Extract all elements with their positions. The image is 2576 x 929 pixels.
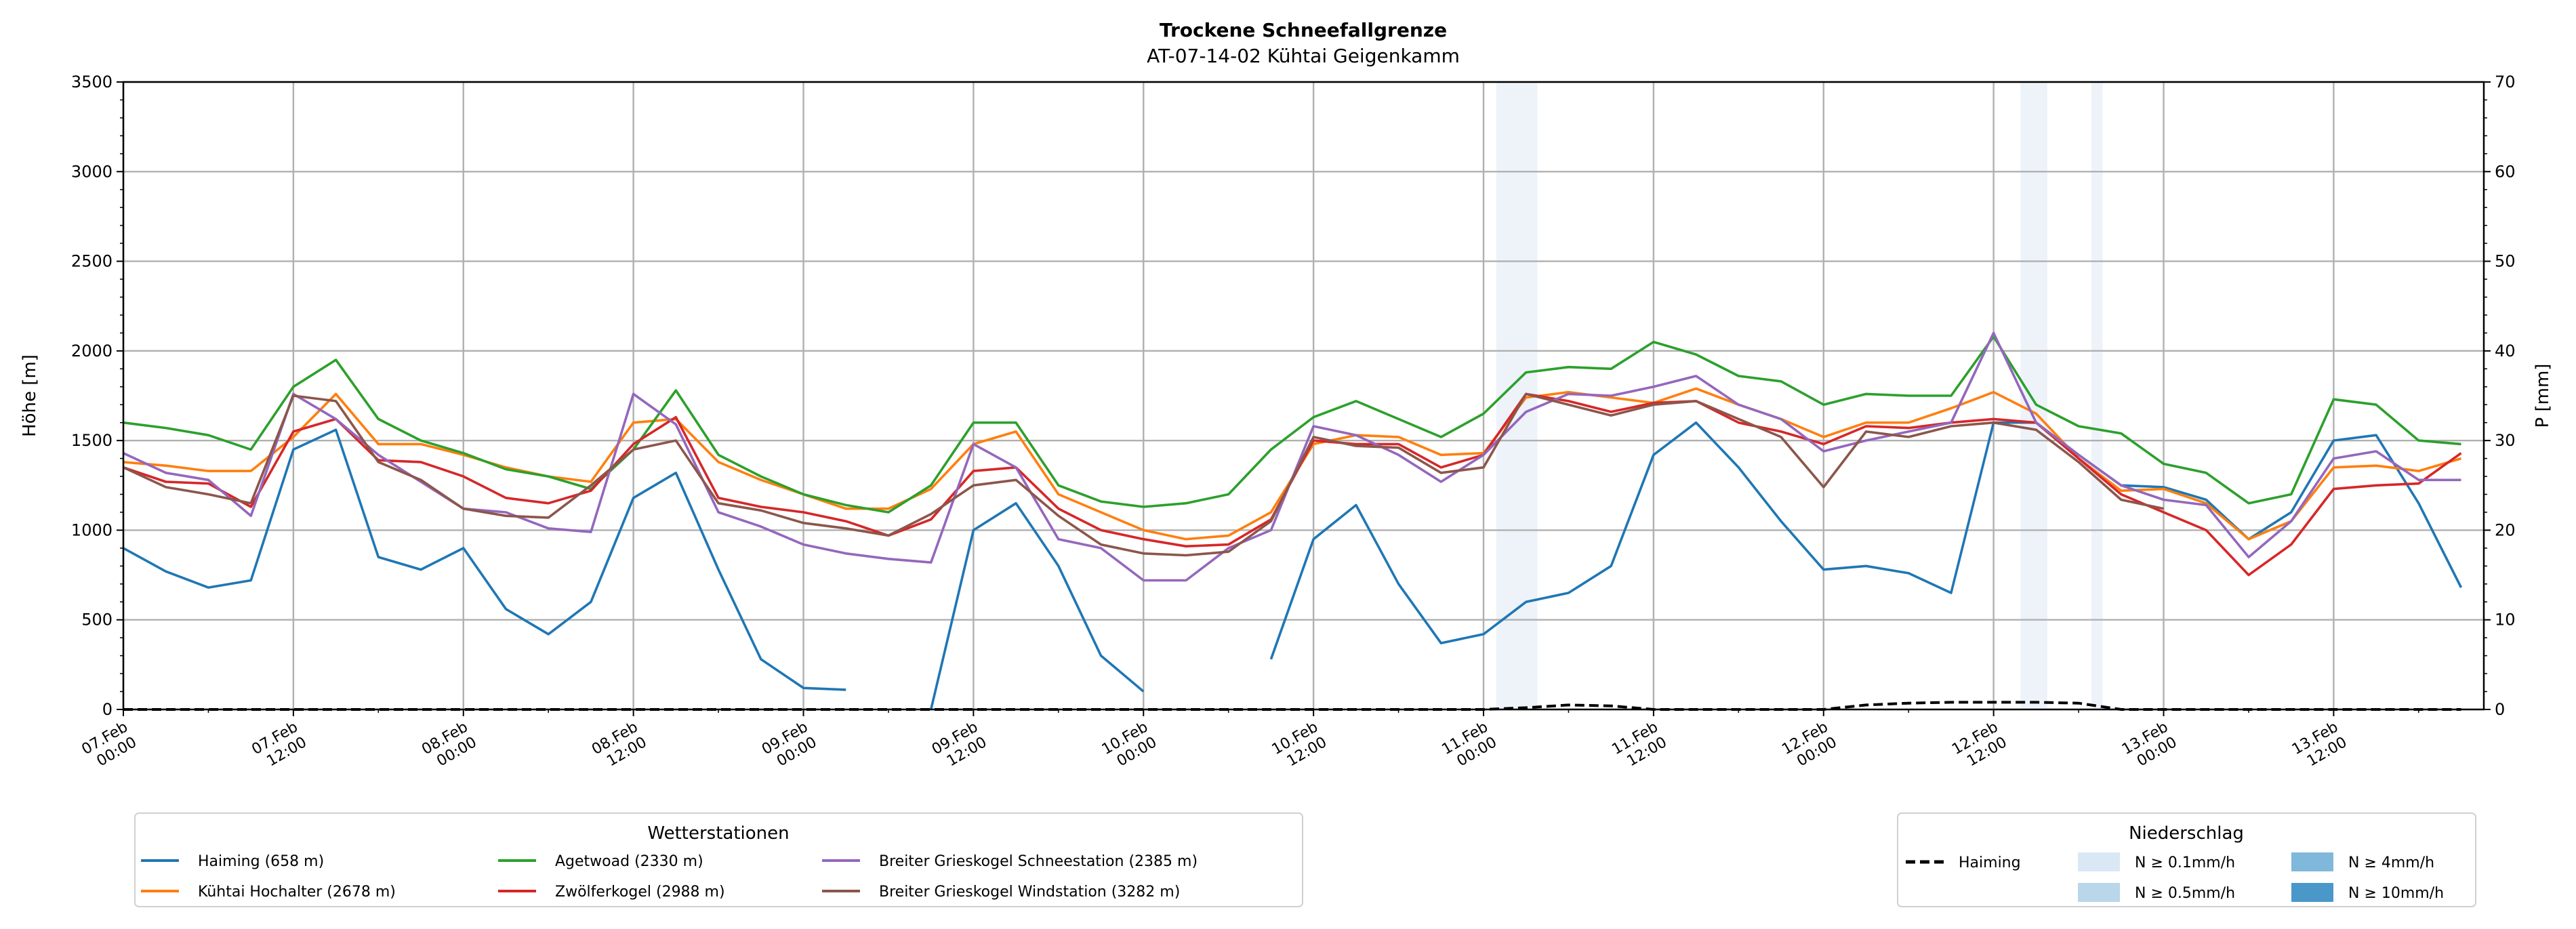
legend-precip: Niederschlag Haiming N ≥ 0.1mm/h N ≥ 0.5m… <box>1897 812 2476 907</box>
y2-tick-label: 10 <box>2495 611 2516 629</box>
series-line-0 <box>123 421 2463 710</box>
x-tick-label: 10.Feb12:00 <box>1269 719 1330 774</box>
y2-axis-label: P [mm] <box>2533 364 2553 428</box>
series-line-3 <box>123 392 2462 577</box>
y-tick-label: 500 <box>81 611 113 629</box>
x-tick-label: 13.Feb00:00 <box>2119 719 2180 774</box>
legend-precip-label-2: N ≥ 4mm/h <box>2348 854 2434 871</box>
x-tick-label: 10.Feb00:00 <box>1099 719 1160 774</box>
legend-precip-label-3: N ≥ 10mm/h <box>2348 885 2444 902</box>
y2-tick-label: 40 <box>2495 342 2516 360</box>
x-tick-label: 11.Feb12:00 <box>1609 719 1670 774</box>
y-axis-label: Höhe [m] <box>20 354 40 437</box>
legend-stations: Wetterstationen Haiming (658 m) Kühtai Ho… <box>134 812 1303 907</box>
legend-precip-line-label: Haiming <box>1959 854 2021 871</box>
x-tick-label: 11.Feb00:00 <box>1439 719 1500 774</box>
y-tick-label: 1000 <box>71 520 113 539</box>
y2-tick-label: 20 <box>2495 520 2516 539</box>
precip-band <box>2020 82 2048 709</box>
legend-label-3: Zwölferkogel (2988 m) <box>555 884 725 901</box>
plot-frame <box>122 81 2485 711</box>
legend-precip-swatch-3 <box>2291 883 2333 902</box>
precip-band <box>2091 82 2103 709</box>
legend-precip-swatch-2 <box>2291 852 2333 871</box>
legend-label-0: Haiming (658 m) <box>198 853 324 870</box>
chart-subtitle: AT-07-14-02 Kühtai Geigenkamm <box>1147 45 1460 67</box>
precip-line-haiming <box>123 701 2461 711</box>
y2-tick-label: 50 <box>2495 252 2516 271</box>
y-tick-label: 3500 <box>71 73 113 91</box>
legend-precip-swatch-0 <box>2078 852 2120 871</box>
y2-tick-label: 60 <box>2495 162 2516 181</box>
y-tick-label: 1500 <box>71 431 113 450</box>
x-tick-label: 08.Feb12:00 <box>589 719 650 774</box>
series-line-1 <box>123 387 2462 541</box>
x-tick-label: 12.Feb12:00 <box>1949 719 2010 774</box>
x-tick-label: 07.Feb12:00 <box>249 719 310 774</box>
series-line-2 <box>123 335 2461 514</box>
legend-label-5: Breiter Grieskogel Windstation (3282 m) <box>879 884 1180 901</box>
legend-label-1: Kühtai Hochalter (2678 m) <box>198 884 396 901</box>
legend-precip-label-0: N ≥ 0.1mm/h <box>2135 854 2235 871</box>
x-tick-label: 13.Feb12:00 <box>2289 719 2350 774</box>
x-tick-label: 07.Feb00:00 <box>79 719 140 774</box>
legend-precip-swatch-1 <box>2078 883 2120 902</box>
legend-precip-title: Niederschlag <box>2129 823 2244 844</box>
y2-tick-label: 30 <box>2495 431 2516 450</box>
y-tick-label: 0 <box>102 700 113 719</box>
y-tick-label: 2500 <box>71 252 113 271</box>
chart-title: Trockene Schneefallgrenze <box>1160 19 1447 41</box>
x-tick-label: 12.Feb00:00 <box>1779 719 1840 774</box>
x-tick-label: 09.Feb00:00 <box>759 719 820 774</box>
x-tick-label: 09.Feb12:00 <box>929 719 990 774</box>
y-tick-label: 3000 <box>71 162 113 181</box>
legend-precip-label-1: N ≥ 0.5mm/h <box>2135 885 2235 902</box>
legend-stations-title: Wetterstationen <box>647 823 789 844</box>
y2-tick-label: 0 <box>2495 700 2505 719</box>
y-tick-label: 2000 <box>71 342 113 360</box>
legend-label-2: Agetwoad (2330 m) <box>555 853 703 870</box>
x-tick-label: 08.Feb00:00 <box>419 719 480 774</box>
y2-tick-label: 70 <box>2495 73 2516 91</box>
series-line-5 <box>123 392 2164 557</box>
legend-label-4: Breiter Grieskogel Schneestation (2385 m… <box>879 853 1198 870</box>
